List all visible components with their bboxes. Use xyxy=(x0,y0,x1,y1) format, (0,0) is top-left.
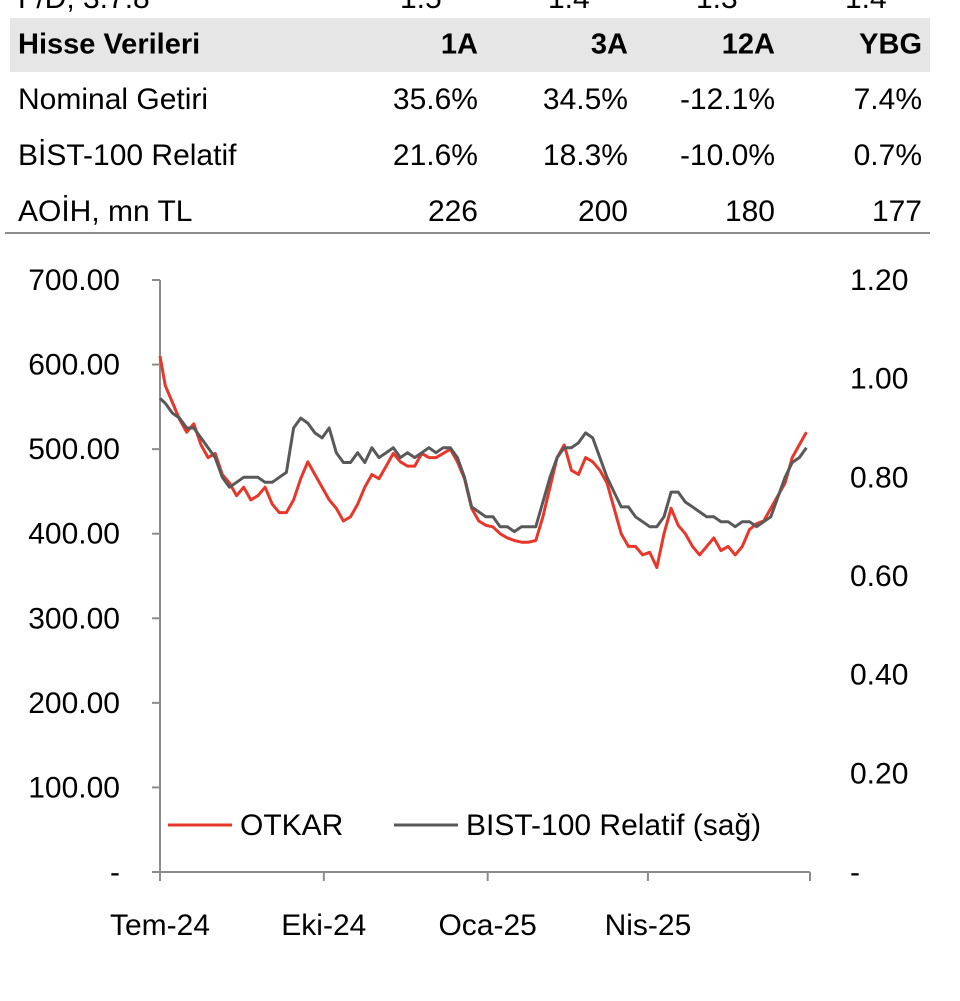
series-line-otkar xyxy=(158,355,808,569)
y-left-tick-label: 600.00 xyxy=(28,349,120,382)
row-value: 180 xyxy=(724,195,775,228)
y-right-tick-label: 1.00 xyxy=(850,363,908,396)
row-value: 34.5% xyxy=(542,83,628,116)
cut-off-table-row: F/D, 3.7.8 1.5 1.4 1.3 1.4 xyxy=(0,0,930,15)
y-right-tick-label: 1.20 xyxy=(850,264,908,297)
y-right-tick-label: 0.80 xyxy=(850,461,908,494)
row-value: 0.7% xyxy=(853,139,922,172)
row-value: 200 xyxy=(577,195,628,228)
cut-row-value: 1.4 xyxy=(548,0,590,16)
table-row: BİST-100 Relatif 21.6% 18.3% -10.0% 0.7% xyxy=(10,128,930,184)
x-tick-label: Nis-25 xyxy=(605,909,692,942)
cut-row-value: 1.4 xyxy=(845,0,887,16)
y-left-tick-label: 300.00 xyxy=(28,602,120,635)
row-value: -12.1% xyxy=(679,83,775,116)
header-col-3a: 3A xyxy=(590,28,628,61)
header-label: Hisse Verileri xyxy=(18,28,201,61)
row-value: 21.6% xyxy=(392,139,478,172)
legend-label-otkar: OTKAR xyxy=(240,809,343,842)
row-label: Nominal Getiri xyxy=(18,83,209,116)
y-left-tick-label: 500.00 xyxy=(28,433,120,466)
y-left-tick-label: - xyxy=(110,856,120,889)
y-left-tick-label: 200.00 xyxy=(28,687,120,720)
row-value: 35.6% xyxy=(392,83,478,116)
table-row: Nominal Getiri 35.6% 34.5% -12.1% 7.4% xyxy=(10,72,930,128)
y-left-tick-label: 700.00 xyxy=(28,264,120,297)
y-right-tick-label: - xyxy=(850,856,860,889)
legend-label-bist: BIST-100 Relatif (sağ) xyxy=(466,809,761,842)
cut-row-value: 1.5 xyxy=(400,0,442,16)
table-header: Hisse Verileri 1A 3A 12A YBG xyxy=(10,18,930,72)
row-value: -10.0% xyxy=(679,139,775,172)
row-value: 7.4% xyxy=(853,83,922,116)
header-col-1a: 1A xyxy=(440,28,478,61)
y-right-tick-label: 0.60 xyxy=(850,560,908,593)
cut-row-label: F/D, 3.7.8 xyxy=(18,0,150,16)
table-bottom-rule xyxy=(5,232,930,234)
y-left-tick-label: 400.00 xyxy=(28,518,120,551)
series-line-bist-100-relatif-sa- xyxy=(158,397,808,534)
x-tick-label: Oca-25 xyxy=(438,909,536,942)
header-col-ybg: YBG xyxy=(859,28,922,61)
row-value: 226 xyxy=(427,195,478,228)
row-value: 177 xyxy=(871,195,922,228)
cut-row-value: 1.3 xyxy=(696,0,738,16)
header-col-12a: 12A xyxy=(721,28,775,61)
row-value: 18.3% xyxy=(542,139,628,172)
y-right-tick-label: 0.40 xyxy=(850,659,908,692)
x-tick-label: Eki-24 xyxy=(281,909,366,942)
stock-data-table: Hisse Verileri 1A 3A 12A YBG Nominal Get… xyxy=(10,18,930,240)
row-label: BİST-100 Relatif xyxy=(18,139,237,172)
table-row: AOİH, mn TL 226 200 180 177 xyxy=(10,184,930,240)
y-left-tick-label: 100.00 xyxy=(28,771,120,804)
x-tick-label: Tem-24 xyxy=(110,909,210,942)
row-label: AOİH, mn TL xyxy=(18,195,193,228)
y-right-tick-label: 0.20 xyxy=(850,757,908,790)
